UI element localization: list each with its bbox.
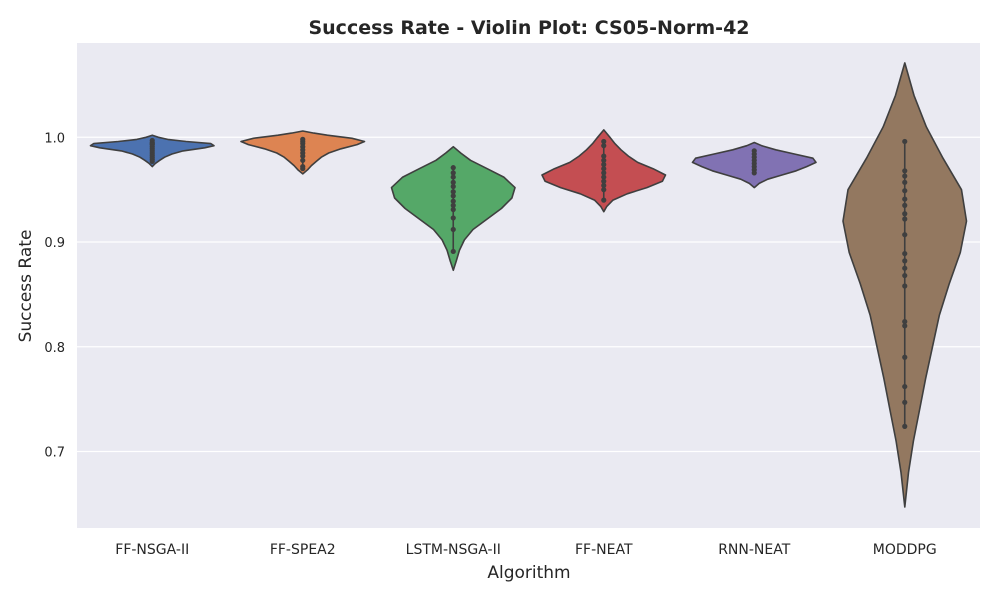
- data-point: [450, 179, 456, 185]
- data-point: [450, 202, 456, 208]
- data-point: [902, 202, 908, 208]
- data-point: [450, 165, 456, 171]
- x-axis-label: Algorithm: [487, 563, 570, 583]
- data-point: [902, 179, 908, 185]
- data-point: [902, 138, 908, 145]
- violins: [89, 62, 968, 508]
- data-point: [902, 173, 908, 179]
- x-tick-labels: FF-NSGA-II FF-SPEA2 LSTM-NSGA-II FF-NEAT RNN…: [115, 542, 936, 558]
- y-tick-label: 0.9: [44, 236, 65, 251]
- data-point: [450, 183, 456, 190]
- x-tick-label: LSTM-NSGA-II: [406, 542, 501, 558]
- data-point: [450, 193, 456, 199]
- data-point: [601, 174, 607, 180]
- data-point: [902, 188, 908, 194]
- violin-lstm-nsga-ii: [390, 145, 516, 272]
- x-tick-label: FF-NEAT: [575, 542, 633, 558]
- data-point: [902, 319, 908, 325]
- data-point: [902, 258, 908, 264]
- grid-lines: [77, 136, 980, 453]
- data-point: [902, 399, 908, 405]
- data-point: [300, 157, 306, 163]
- data-point: [751, 170, 757, 176]
- data-point: [902, 323, 908, 329]
- y-axis-label: Success Rate: [16, 230, 36, 343]
- x-tick-label: RNN-NEAT: [718, 542, 791, 558]
- data-point: [450, 170, 456, 176]
- violin-rnn-neat: [691, 141, 817, 189]
- data-point: [601, 197, 607, 203]
- violin-ff-spea2: [240, 130, 366, 175]
- data-point: [902, 216, 908, 222]
- data-point: [450, 189, 456, 195]
- chart-title: Success Rate - Violin Plot: CS05-Norm-42: [308, 17, 749, 39]
- violin-ff-neat: [541, 129, 667, 213]
- data-point: [601, 143, 607, 149]
- plot-background: [77, 43, 980, 528]
- x-tick-label: MODDPG: [873, 542, 937, 558]
- data-point: [601, 182, 607, 189]
- data-point: [601, 157, 607, 163]
- data-point: [450, 248, 456, 255]
- x-tick-label: FF-NSGA-II: [115, 542, 189, 558]
- data-point: [902, 250, 908, 257]
- data-point: [601, 178, 607, 184]
- data-point: [601, 138, 607, 145]
- data-point: [902, 283, 908, 289]
- data-point: [601, 166, 607, 172]
- data-point: [601, 187, 607, 193]
- x-tick-label: FF-SPEA2: [270, 542, 336, 558]
- data-point: [601, 161, 607, 168]
- y-tick-label: 0.7: [44, 446, 65, 461]
- data-point: [902, 211, 908, 217]
- data-point: [902, 265, 908, 271]
- y-tick-labels: 0.7 0.8 0.9 1.0: [44, 131, 65, 460]
- data-point: [902, 423, 908, 429]
- y-tick-label: 0.8: [44, 341, 65, 356]
- data-point: [601, 153, 607, 159]
- data-point: [450, 174, 456, 180]
- y-tick-label: 1.0: [44, 131, 65, 146]
- data-point: [902, 196, 908, 202]
- data-point: [902, 232, 908, 238]
- data-point: [149, 158, 155, 164]
- data-point: [450, 206, 456, 213]
- data-point: [450, 198, 456, 204]
- data-point: [450, 215, 456, 221]
- data-point: [601, 170, 607, 176]
- data-point: [902, 272, 908, 279]
- data-point: [300, 166, 306, 172]
- data-point: [300, 153, 306, 159]
- violin-ff-nsga-ii: [89, 134, 215, 168]
- data-point: [902, 354, 908, 360]
- violin-moddpg: [842, 62, 968, 508]
- data-point: [902, 168, 908, 174]
- data-point: [902, 383, 908, 390]
- data-point: [450, 226, 456, 233]
